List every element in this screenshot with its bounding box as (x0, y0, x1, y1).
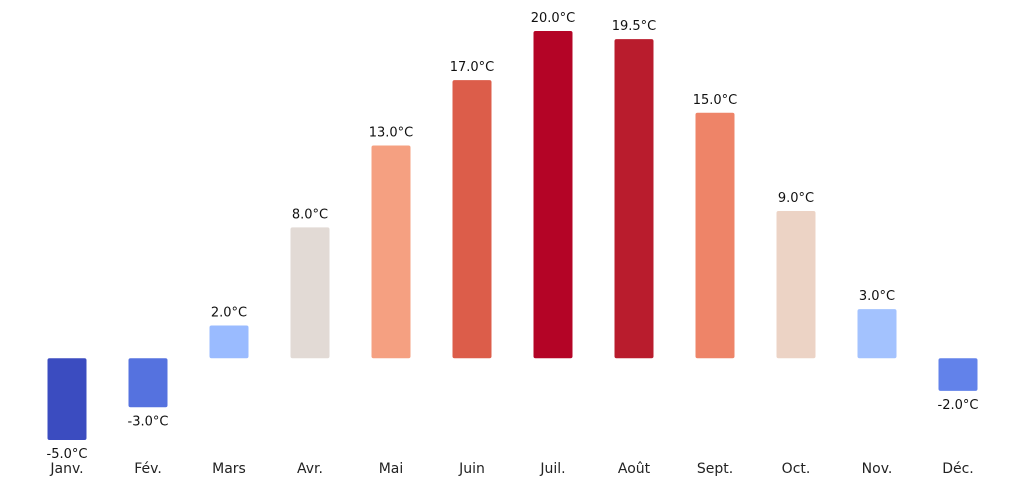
x-tick-label: Août (618, 461, 651, 477)
value-label: -2.0°C (938, 398, 979, 413)
x-tick-label: Juil. (539, 461, 565, 477)
value-label: 2.0°C (211, 305, 247, 320)
value-label: 13.0°C (369, 126, 414, 141)
x-tick-label: Oct. (782, 461, 811, 477)
value-label: 20.0°C (531, 11, 576, 26)
bar-Fév. (128, 358, 168, 408)
value-label: -5.0°C (47, 447, 88, 462)
bar-Mai (371, 145, 411, 359)
bar-Mars (209, 325, 249, 359)
bar-Avr. (290, 227, 330, 359)
value-label: 15.0°C (693, 93, 738, 108)
value-label: 8.0°C (292, 207, 328, 222)
value-label: -3.0°C (128, 414, 169, 429)
value-label: 19.5°C (612, 19, 657, 34)
bar-Sept. (695, 112, 735, 359)
x-tick-labels-group: Janv. Fév. Mars Avr. Mai Juin Juil. Août Sept. Oc… (49, 461, 973, 477)
value-label: 9.0°C (778, 191, 814, 206)
bar-Juil. (533, 31, 573, 359)
bar-Oct. (776, 210, 816, 359)
x-tick-label: Sept. (697, 461, 733, 477)
x-tick-label: Juin (458, 461, 485, 477)
value-labels-group: -5.0°C -3.0°C 2.0°C 8.0°C 13.0°C 17.0°C 20.0°C… (47, 11, 979, 462)
x-tick-label: Mai (379, 461, 404, 477)
bars-group (47, 31, 978, 440)
bar-Janv. (47, 358, 87, 440)
x-tick-label: Déc. (942, 461, 974, 477)
bar-Déc. (938, 358, 978, 391)
x-tick-label: Mars (212, 461, 246, 477)
value-label: 3.0°C (859, 289, 895, 304)
x-tick-label: Avr. (297, 461, 323, 477)
bar-Août (614, 39, 654, 359)
x-tick-label: Janv. (49, 461, 83, 477)
bar-Nov. (857, 309, 897, 359)
x-tick-label: Nov. (862, 461, 893, 477)
x-tick-label: Fév. (134, 461, 162, 477)
value-label: 17.0°C (450, 60, 495, 75)
bar-Juin (452, 80, 492, 359)
